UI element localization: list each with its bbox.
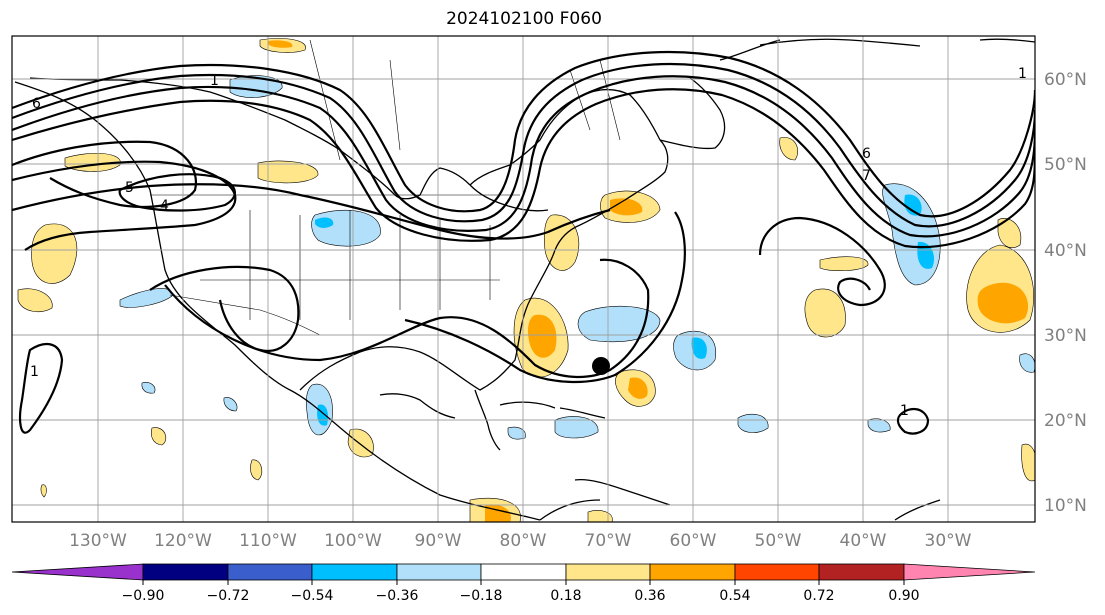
- colorbar-labels: −0.90 −0.72 −0.54 −0.36 −0.18 0.18 0.36 …: [122, 588, 920, 604]
- lon-label: 90°W: [415, 531, 462, 551]
- colorbar-segment: [480, 563, 567, 581]
- lon-label: 60°W: [670, 531, 717, 551]
- colorbar-segment: [396, 563, 482, 581]
- lon-label: 80°W: [500, 531, 547, 551]
- lon-label: 70°W: [585, 531, 632, 551]
- map-title: 2024102100 F060: [446, 9, 602, 29]
- gridlines: [12, 36, 1035, 522]
- lat-label: 40°N: [1044, 241, 1087, 261]
- colorbar-label: −0.72: [207, 588, 250, 604]
- contour-label: 1: [30, 364, 39, 380]
- lat-label: 30°N: [1044, 326, 1087, 346]
- colorbar-label: 0.90: [888, 588, 919, 604]
- anomaly-shading: [17, 38, 1035, 522]
- colorbar-label: −0.18: [460, 588, 503, 604]
- contour-label: 4: [160, 198, 169, 214]
- colorbar-segment: [227, 563, 313, 581]
- colorbar-label: −0.90: [122, 588, 165, 604]
- colorbar-label: 0.72: [803, 588, 834, 604]
- colorbar-label: −0.36: [376, 588, 419, 604]
- colorbar-segment: [734, 563, 820, 581]
- lon-label: 40°W: [840, 531, 887, 551]
- lon-label: 30°W: [925, 531, 972, 551]
- map-frame: [11, 35, 1036, 523]
- lat-label: 20°N: [1044, 411, 1087, 431]
- lon-label: 100°W: [324, 531, 382, 551]
- colorbar-segment: [818, 563, 905, 581]
- lat-label: 10°N: [1044, 496, 1087, 516]
- colorbar: [11, 563, 1036, 581]
- colorbar-label: 0.54: [719, 588, 750, 604]
- lon-label: 50°W: [755, 531, 802, 551]
- colorbar-segment: [903, 563, 1036, 581]
- colorbar-label: −0.54: [291, 588, 334, 604]
- contour-label: 6: [862, 146, 871, 162]
- lon-label: 120°W: [154, 531, 212, 551]
- colorbar-segment: [311, 563, 398, 581]
- colorbar-label: 0.36: [634, 588, 665, 604]
- contour-label: 1: [1018, 66, 1027, 82]
- map-area: [12, 36, 1035, 522]
- colorbar-segment: [565, 563, 651, 581]
- contour-labels: 6 5 4 1 1 7 6 1 1: [30, 66, 1027, 419]
- colorbar-label: 0.18: [550, 588, 581, 604]
- lat-label: 50°N: [1044, 155, 1087, 175]
- contour-label: 6: [32, 96, 41, 112]
- contour-label: 1: [900, 403, 909, 419]
- contour-label: 7: [862, 168, 871, 184]
- latitude-labels: 10°N 20°N 30°N 40°N 50°N 60°N: [1044, 70, 1087, 516]
- colorbar-segment: [649, 563, 736, 581]
- colorbar-ticks: [142, 580, 905, 585]
- height-contours: [12, 50, 1035, 435]
- lon-label: 110°W: [239, 531, 297, 551]
- lat-label: 60°N: [1044, 70, 1087, 90]
- lon-label: 130°W: [69, 531, 127, 551]
- colorbar-segment: [142, 563, 229, 581]
- colorbar-segment: [11, 563, 144, 581]
- longitude-labels: 130°W 120°W 110°W 100°W 90°W 80°W 70°W 6…: [69, 531, 972, 551]
- contour-label: 5: [125, 180, 134, 196]
- contour-label: 1: [210, 73, 219, 89]
- storm-center-dot: [592, 357, 610, 375]
